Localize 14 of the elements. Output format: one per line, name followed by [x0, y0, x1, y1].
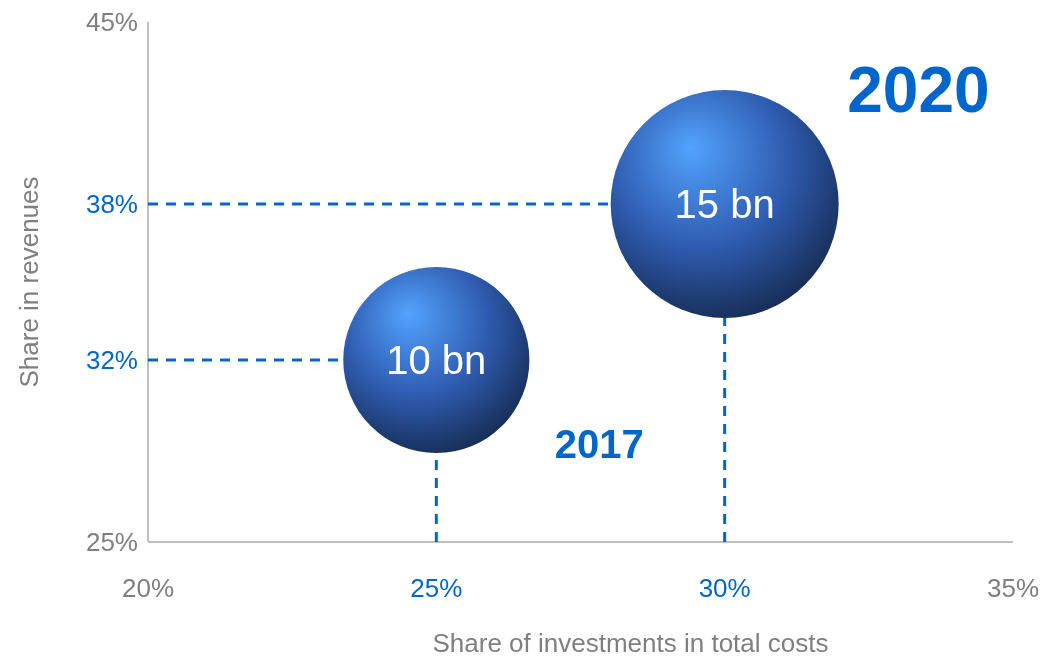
x-axis-title: Share of investments in total costs [432, 628, 829, 658]
y-axis-title: Share in revenues [14, 176, 44, 388]
y-tick-label: 32% [85, 345, 138, 376]
x-tick-label: 30% [698, 573, 751, 603]
x-tick-label: 35% [986, 573, 1040, 603]
annotation: 2017 [554, 421, 644, 466]
y-tick-label: 38% [85, 189, 138, 220]
x-tick-label: 25% [410, 573, 463, 603]
y-tick-label: 25% [85, 527, 138, 558]
x-tick-label: 20% [121, 573, 175, 603]
data-label: 10 bn [386, 338, 487, 382]
annotation: 2020 [847, 54, 990, 127]
y-tick-label: 45% [85, 7, 138, 38]
data-label: 15 bn [674, 182, 775, 226]
